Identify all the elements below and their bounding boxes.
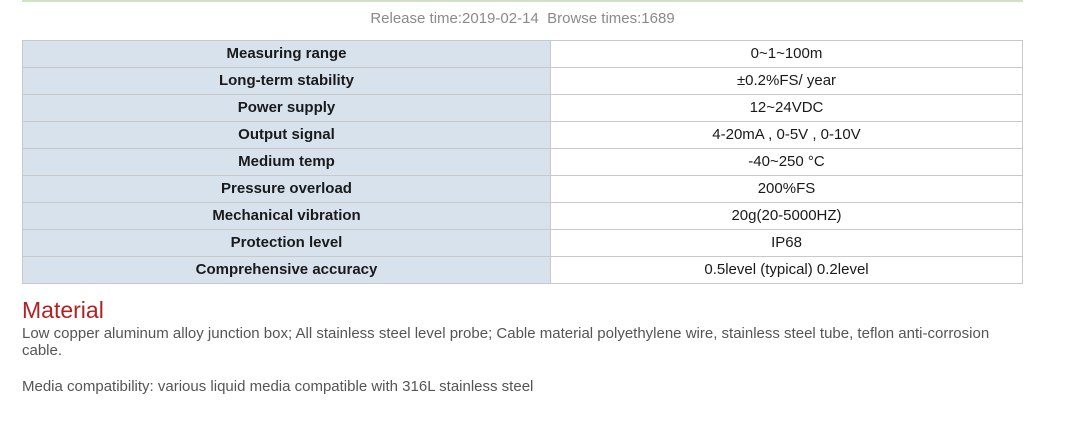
spec-value: 200%FS bbox=[550, 175, 1023, 203]
spec-value: 0~1~100m bbox=[550, 40, 1023, 68]
article-meta: Release time:2019-02-14 Browse times:168… bbox=[22, 10, 1023, 27]
spec-label: Measuring range bbox=[22, 40, 551, 68]
spec-table: Measuring range 0~1~100m Long-term stabi… bbox=[22, 40, 1023, 284]
spec-value: 20g(20-5000HZ) bbox=[550, 202, 1023, 230]
table-row: Measuring range 0~1~100m bbox=[22, 40, 1023, 68]
spec-label: Mechanical vibration bbox=[22, 202, 551, 230]
spec-label: Long-term stability bbox=[22, 67, 551, 95]
spec-label: Power supply bbox=[22, 94, 551, 122]
spec-value: -40~250 °C bbox=[550, 148, 1023, 176]
media-compatibility: Media compatibility: various liquid medi… bbox=[22, 378, 534, 395]
table-row: Long-term stability ±0.2%FS/ year bbox=[22, 67, 1023, 95]
spec-value: 0.5level (typical) 0.2level bbox=[550, 256, 1023, 284]
spec-label: Output signal bbox=[22, 121, 551, 149]
spec-label: Pressure overload bbox=[22, 175, 551, 203]
spec-label: Protection level bbox=[22, 229, 551, 257]
material-description: Low copper aluminum alloy junction box; … bbox=[22, 325, 990, 359]
spec-value: 4-20mA , 0-5V , 0-10V bbox=[550, 121, 1023, 149]
spec-value: 12~24VDC bbox=[550, 94, 1023, 122]
table-row: Protection level IP68 bbox=[22, 229, 1023, 257]
spec-label: Comprehensive accuracy bbox=[22, 256, 551, 284]
table-row: Pressure overload 200%FS bbox=[22, 175, 1023, 203]
table-row: Medium temp -40~250 °C bbox=[22, 148, 1023, 176]
top-divider bbox=[22, 0, 1023, 2]
spec-label: Medium temp bbox=[22, 148, 551, 176]
release-time: Release time:2019-02-14 bbox=[370, 10, 539, 27]
table-row: Power supply 12~24VDC bbox=[22, 94, 1023, 122]
material-heading: Material bbox=[22, 297, 104, 323]
spec-value: IP68 bbox=[550, 229, 1023, 257]
table-row: Output signal 4-20mA , 0-5V , 0-10V bbox=[22, 121, 1023, 149]
table-row: Mechanical vibration 20g(20-5000HZ) bbox=[22, 202, 1023, 230]
table-row: Comprehensive accuracy 0.5level (typical… bbox=[22, 256, 1023, 284]
browse-times: Browse times:1689 bbox=[547, 10, 675, 27]
spec-value: ±0.2%FS/ year bbox=[550, 67, 1023, 95]
